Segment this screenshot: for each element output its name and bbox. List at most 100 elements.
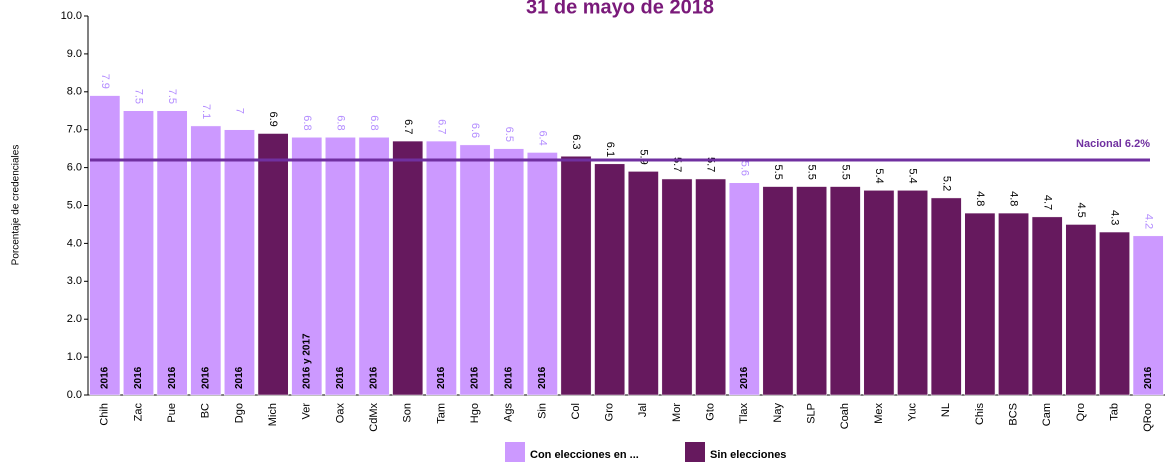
bar — [1065, 224, 1097, 396]
value-label: 4.8 — [974, 191, 986, 206]
legend-label: Con elecciones en ... — [530, 449, 639, 461]
bar — [863, 190, 895, 396]
x-tick-label: Yuc — [906, 403, 918, 422]
y-tick-label: 3.0 — [67, 275, 82, 287]
chart-title: 31 de mayo de 2018 — [526, 0, 714, 18]
value-label: 7.1 — [200, 104, 212, 119]
x-tick-label: Chis — [974, 403, 986, 426]
bar-label: 2016 — [167, 366, 178, 389]
bar — [796, 186, 828, 396]
bar — [829, 186, 861, 396]
value-label: 6.1 — [604, 142, 616, 157]
bar-label: 2016 — [335, 366, 346, 389]
y-axis-title: Porcentaje de credenciales — [11, 145, 22, 266]
x-tick-label: BCS — [1007, 403, 1019, 426]
bar — [728, 182, 760, 396]
bar — [526, 152, 558, 396]
x-tick-label: Chih — [99, 403, 111, 426]
y-tick-label: 1.0 — [67, 351, 82, 363]
value-label: 6.6 — [469, 123, 481, 138]
y-tick-label: 0.0 — [67, 389, 82, 401]
legend-swatch — [505, 442, 525, 462]
x-tick-label: Col — [570, 403, 582, 420]
bar-label: 2016 — [99, 366, 110, 389]
bar-label: 2016 — [503, 366, 514, 389]
y-tick-label: 8.0 — [67, 86, 82, 98]
x-tick-label: Coah — [839, 403, 851, 429]
x-tick-label: Oax — [334, 403, 346, 424]
y-tick-label: 5.0 — [67, 199, 82, 211]
bar — [1099, 231, 1130, 396]
value-label: 6.8 — [301, 115, 313, 130]
x-tick-label: Gro — [604, 403, 616, 421]
bar — [695, 178, 727, 396]
bar — [425, 140, 457, 396]
bar-label: 2016 — [133, 366, 144, 389]
x-tick-label: Pue — [166, 403, 178, 423]
x-tick-label: Mex — [873, 403, 885, 424]
value-label: 7.9 — [99, 74, 111, 89]
x-tick-label: Ver — [301, 403, 313, 420]
bar — [291, 137, 323, 396]
x-tick-label: Gto — [705, 403, 717, 421]
x-tick-label: SLP — [806, 403, 818, 424]
bar — [762, 186, 794, 396]
bar — [998, 212, 1029, 396]
value-label: 4.8 — [1008, 191, 1020, 206]
reference-label: Nacional 6.2% — [1076, 138, 1150, 150]
legend-swatch — [685, 442, 705, 462]
bar — [627, 171, 659, 396]
bar-label: 2016 y 2017 — [301, 333, 312, 389]
x-tick-label: Ags — [503, 403, 515, 422]
y-tick-label: 9.0 — [67, 48, 82, 60]
y-tick-label: 10.0 — [61, 10, 82, 22]
bar — [123, 110, 154, 396]
value-label: 6.9 — [267, 111, 279, 126]
value-label: 5.9 — [637, 149, 649, 164]
x-tick-label: Son — [402, 403, 414, 423]
value-label: 6.7 — [435, 119, 447, 134]
value-label: 5.6 — [738, 161, 750, 176]
bar-label: 2016 — [436, 366, 447, 389]
value-label: 7 — [234, 108, 246, 114]
bar-label: 2016 — [537, 366, 548, 389]
bar-label: 2016 — [470, 366, 481, 389]
bar-label: 2016 — [739, 366, 750, 389]
x-tick-label: BC — [200, 403, 212, 418]
bar — [224, 129, 255, 396]
bar — [156, 110, 188, 396]
value-label: 5.5 — [839, 165, 851, 180]
bar — [89, 95, 121, 396]
bar — [493, 148, 525, 396]
x-tick-label: Zac — [132, 403, 144, 422]
x-tick-label: Mor — [671, 403, 683, 422]
y-tick-label: 6.0 — [67, 162, 82, 174]
value-label: 6.8 — [335, 115, 347, 130]
x-tick-label: Tab — [1108, 403, 1120, 421]
bar — [930, 197, 962, 396]
bar — [897, 190, 928, 396]
x-tick-label: Qro — [1075, 403, 1087, 421]
bar — [325, 137, 356, 396]
value-label: 5.5 — [806, 165, 818, 180]
x-tick-label: Dgo — [233, 403, 245, 423]
bar — [560, 155, 592, 396]
x-tick-label: Cam — [1041, 403, 1053, 426]
x-tick-label: Tlax — [738, 403, 750, 424]
bar — [594, 163, 626, 396]
value-label: 6.3 — [570, 134, 582, 149]
value-label: 4.3 — [1109, 210, 1121, 225]
x-tick-label: Hgo — [469, 403, 481, 423]
value-label: 5.4 — [873, 168, 885, 183]
x-tick-label: Jal — [637, 403, 649, 417]
bar — [964, 212, 996, 396]
bar — [358, 137, 390, 396]
value-label: 6.8 — [368, 115, 380, 130]
legend-label: Sin elecciones — [710, 449, 786, 461]
x-tick-label: Nay — [772, 403, 784, 423]
x-tick-label: Mich — [267, 403, 279, 426]
value-label: 5.4 — [907, 168, 919, 183]
bar-label: 2016 — [1143, 366, 1154, 389]
y-tick-label: 4.0 — [67, 237, 82, 249]
value-label: 7.5 — [166, 89, 178, 104]
